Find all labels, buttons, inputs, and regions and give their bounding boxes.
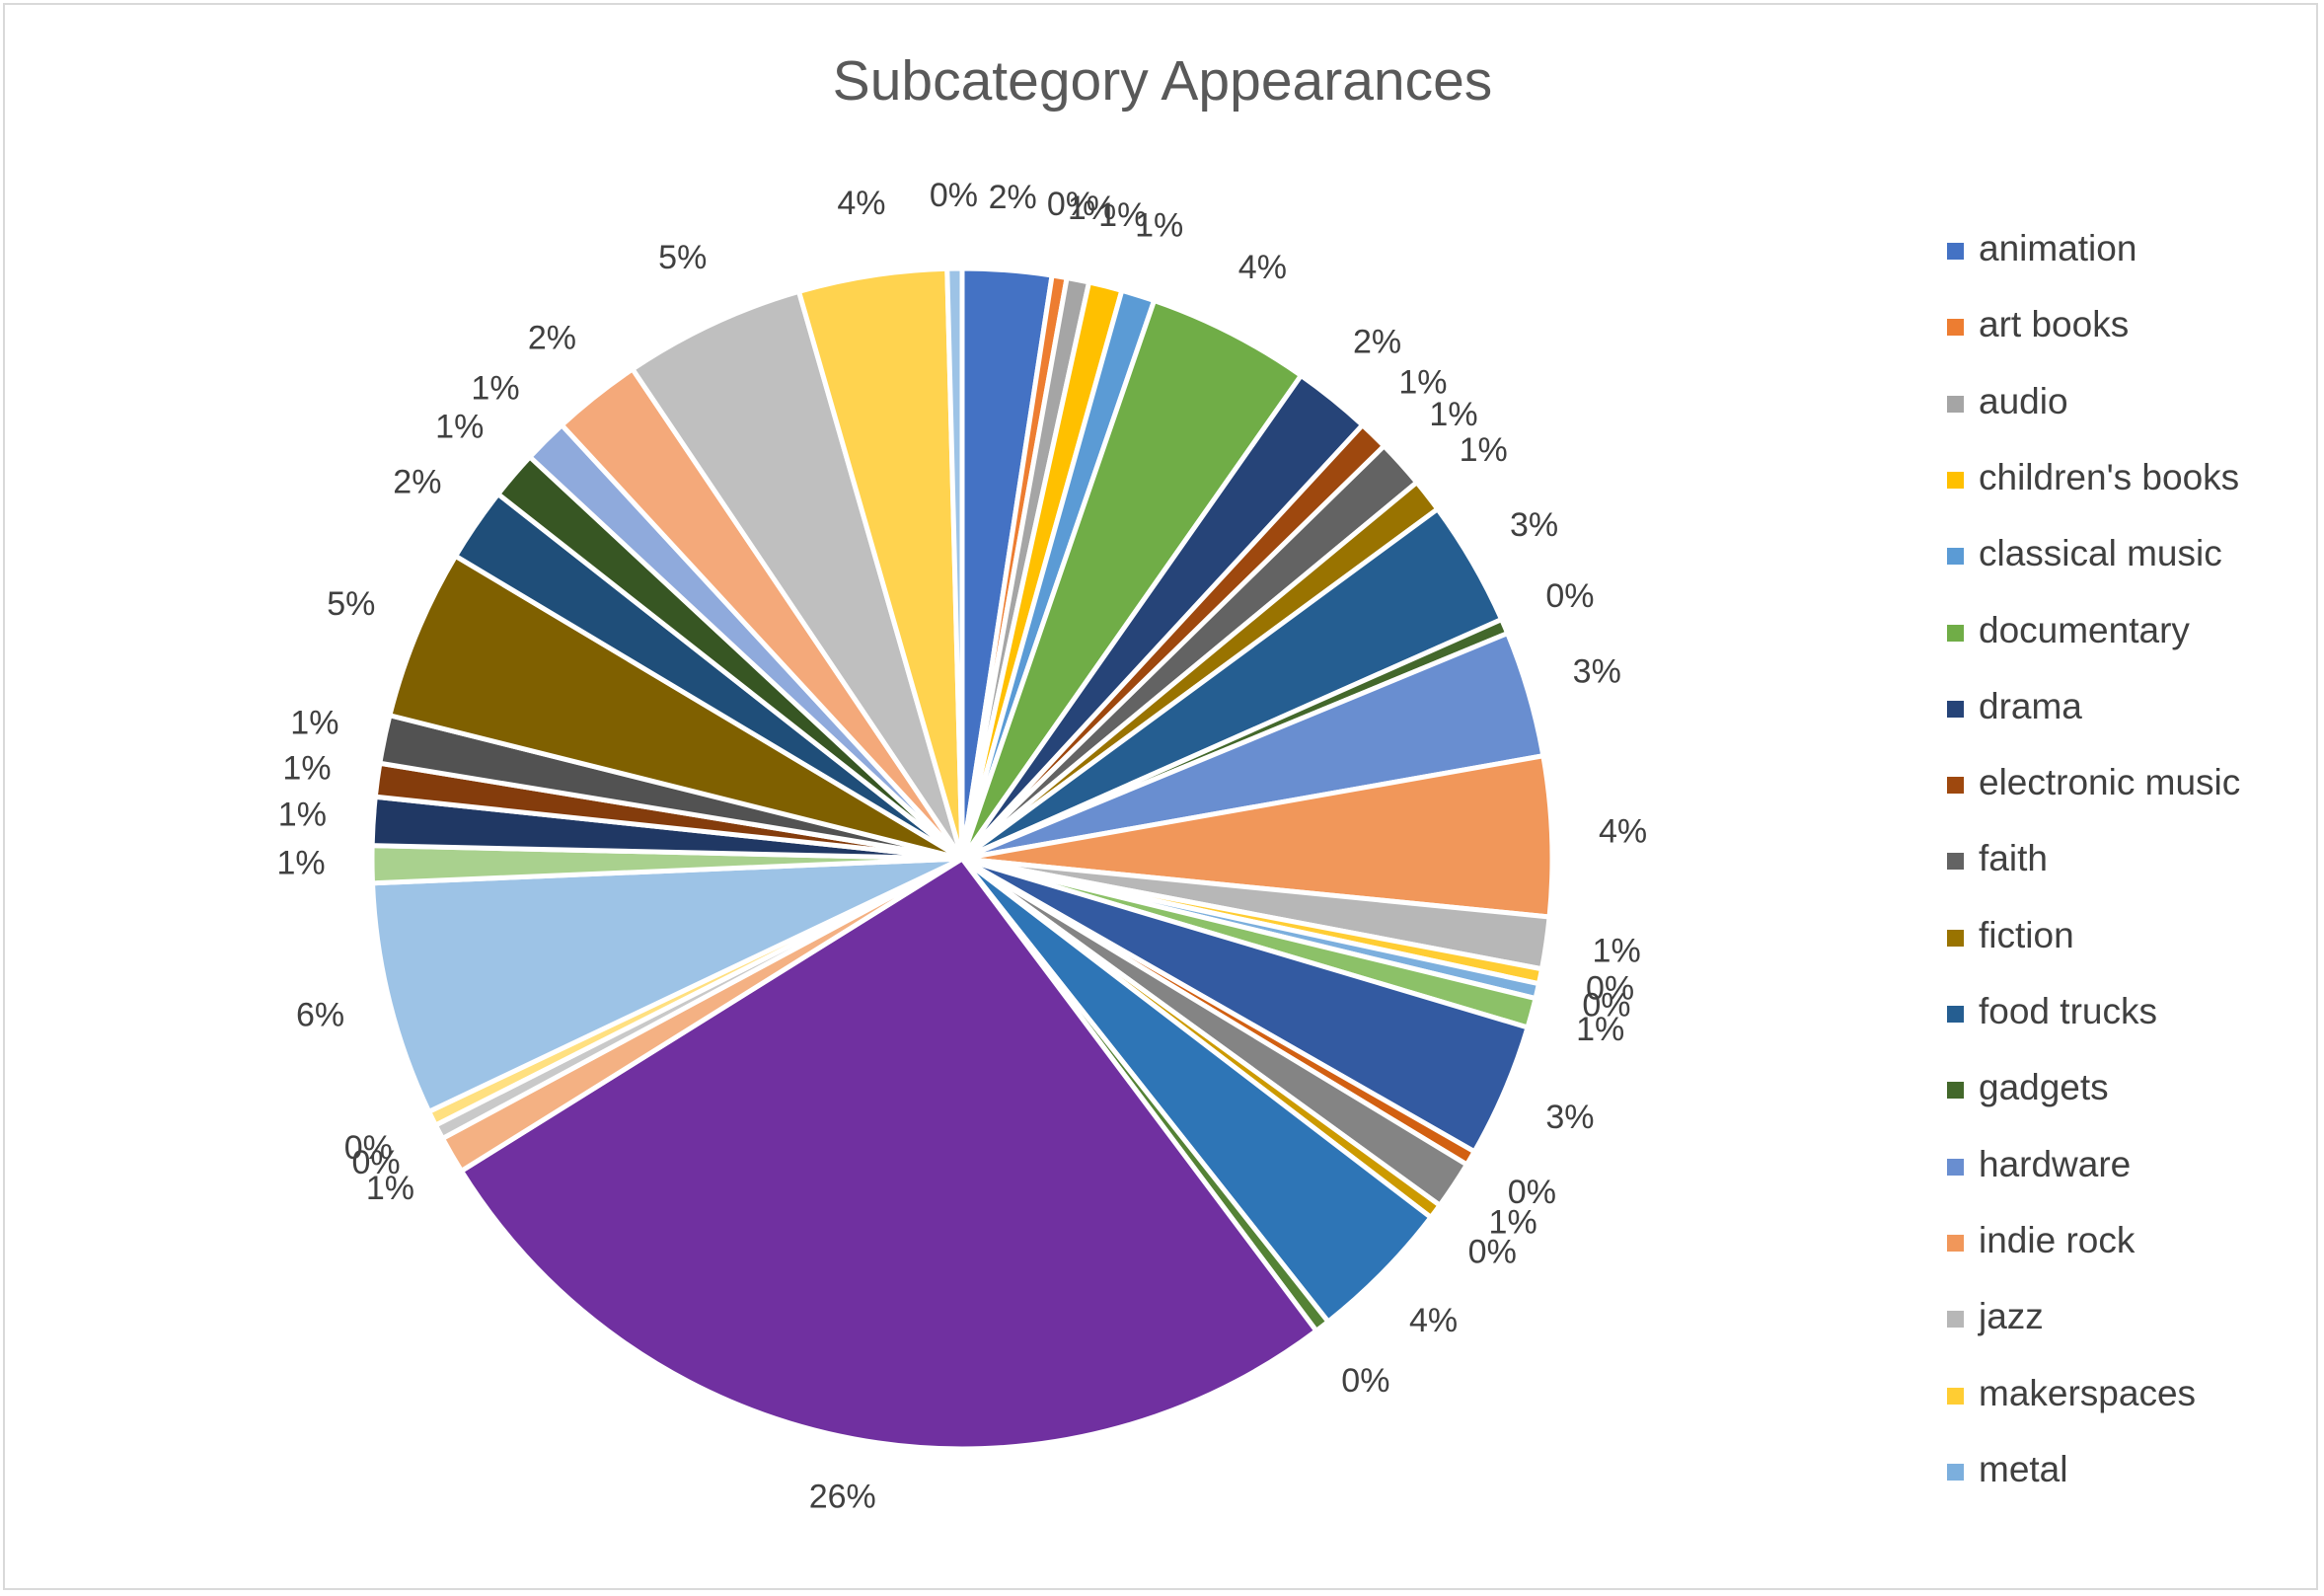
legend-label: food trucks — [1979, 991, 2157, 1031]
data-label: 0% — [1047, 186, 1095, 223]
data-label: 1% — [1098, 196, 1147, 234]
data-label: 1% — [1068, 190, 1116, 227]
legend-swatch — [1947, 1158, 1964, 1176]
legend-swatch — [1947, 1311, 1964, 1329]
data-label: 1% — [278, 796, 327, 833]
legend-swatch — [1947, 395, 1964, 413]
legend-swatch — [1947, 624, 1964, 642]
data-label: 1% — [366, 1170, 414, 1207]
legend-swatch — [1947, 548, 1964, 566]
data-label: 2% — [1353, 323, 1401, 360]
data-label: 3% — [1545, 1099, 1594, 1136]
legend-label: drama — [1979, 685, 2082, 726]
data-label: 0% — [1341, 1362, 1389, 1400]
legend-swatch — [1947, 700, 1964, 718]
pie-slice-series-25 — [459, 856, 1319, 1452]
legend-label: electronic music — [1979, 762, 2241, 803]
data-label: 2% — [393, 463, 441, 500]
legend-swatch — [1947, 1463, 1964, 1481]
data-label: 3% — [1573, 653, 1621, 691]
data-label: 26% — [809, 1479, 876, 1516]
data-label: 0% — [1468, 1233, 1517, 1270]
legend-label: makerspaces — [1979, 1372, 2197, 1413]
pie-slices — [369, 266, 1555, 1452]
data-label: 2% — [528, 319, 576, 356]
pie-chart: 2% 0%1%1%1%4%2%1%1%1%3%0%3%4%1%0%0%1%3%0%… — [276, 177, 1647, 1516]
data-label: 0% — [1508, 1174, 1556, 1211]
data-label: 4% — [1238, 249, 1287, 286]
chart-title: Subcategory Appearances — [832, 49, 1493, 113]
pie-slice-series-39 — [630, 288, 965, 862]
data-label: 1% — [1460, 431, 1508, 469]
legend-label: metal — [1979, 1448, 2068, 1489]
legend-label: jazz — [1979, 1296, 2044, 1337]
data-label: 0% — [1586, 970, 1634, 1008]
data-label: 4% — [837, 185, 885, 222]
data-label: 1% — [1489, 1204, 1537, 1242]
legend-label: children's books — [1979, 456, 2240, 497]
legend-swatch — [1947, 853, 1964, 871]
legend-swatch — [1947, 777, 1964, 795]
data-label: 6% — [296, 997, 344, 1034]
legend-label: audio — [1979, 380, 2068, 421]
data-label: 4% — [1599, 812, 1647, 850]
legend-label: faith — [1979, 838, 2048, 879]
legend-swatch — [1947, 319, 1964, 337]
data-label: 1% — [282, 750, 331, 788]
pie-slice-series-29 — [370, 856, 965, 1114]
pie-slice-series-41 — [944, 266, 965, 862]
legend-swatch — [1947, 471, 1964, 489]
legend-label: fiction — [1979, 914, 2074, 955]
data-label: 2% — [989, 179, 1037, 216]
legend-label: indie rock — [1979, 1219, 2136, 1260]
data-label: 1% — [435, 409, 484, 446]
data-label: 5% — [327, 585, 375, 623]
pie-slice-indie-rock — [959, 753, 1555, 920]
legend-label: documentary — [1979, 609, 2190, 650]
legend-swatch — [1947, 1387, 1964, 1405]
data-label: 0% — [1582, 986, 1630, 1024]
data-label: 1% — [1135, 206, 1183, 244]
pie-data-labels: 2% 0%1%1%1%4%2%1%1%1%3%0%3%4%1%0%0%1%3%0%… — [276, 177, 1647, 1516]
data-label: 1% — [1398, 363, 1447, 401]
legend-swatch — [1947, 1082, 1964, 1100]
data-label: 0% — [1545, 577, 1594, 615]
legend-label: animation — [1979, 228, 2137, 268]
pie-slice-series-34 — [387, 553, 965, 862]
legend-label: classical music — [1979, 533, 2222, 574]
legend-label: hardware — [1979, 1143, 2132, 1184]
data-label: 1% — [290, 704, 338, 741]
data-label: 3% — [1510, 506, 1558, 544]
legend-swatch — [1947, 1006, 1964, 1023]
data-label: 1% — [1576, 1011, 1624, 1048]
data-label: 5% — [658, 239, 707, 276]
data-label: 0% — [351, 1144, 400, 1181]
data-label: 0% — [930, 177, 978, 214]
data-label: 1% — [471, 369, 519, 407]
legend-label: art books — [1979, 304, 2130, 345]
data-label: 1% — [276, 844, 325, 881]
chart-area: Subcategory Appearances 2% 0% 1% 1% 1% 4% 2% 1%… — [3, 3, 2318, 1590]
data-label: 4% — [1409, 1302, 1458, 1339]
legend-swatch — [1947, 243, 1964, 260]
data-label: 1% — [1593, 933, 1641, 970]
data-label: 0% — [344, 1129, 393, 1167]
data-label: 1% — [1429, 396, 1477, 433]
legend-swatch — [1947, 1234, 1964, 1252]
legend-label: gadgets — [1979, 1067, 2109, 1108]
legend-swatch — [1947, 929, 1964, 947]
pie-slice-documentary — [959, 298, 1304, 862]
